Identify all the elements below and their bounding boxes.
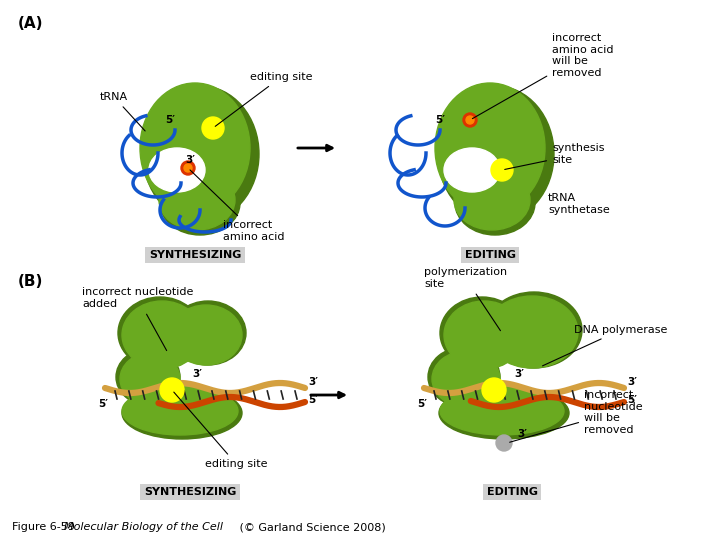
Ellipse shape — [440, 297, 524, 369]
Ellipse shape — [149, 148, 205, 192]
Ellipse shape — [122, 387, 238, 435]
Ellipse shape — [482, 378, 506, 402]
Ellipse shape — [491, 159, 513, 181]
Ellipse shape — [454, 170, 530, 230]
Text: 5′: 5′ — [417, 399, 427, 409]
Ellipse shape — [435, 83, 545, 213]
Ellipse shape — [170, 301, 246, 365]
Text: 5′: 5′ — [435, 115, 445, 125]
Ellipse shape — [439, 387, 569, 439]
Text: 3′: 3′ — [514, 369, 524, 379]
Ellipse shape — [428, 347, 500, 407]
Text: 3′: 3′ — [517, 429, 527, 439]
Text: (B): (B) — [18, 274, 43, 289]
Text: 5′: 5′ — [165, 115, 175, 125]
Text: synthesis
site: synthesis site — [505, 144, 605, 170]
Text: incorrect
amino acid
will be
removed: incorrect amino acid will be removed — [472, 33, 613, 119]
Ellipse shape — [122, 387, 242, 439]
Text: DNA polymerase: DNA polymerase — [543, 325, 667, 366]
Text: 5′: 5′ — [308, 395, 318, 405]
Ellipse shape — [181, 161, 195, 175]
Ellipse shape — [444, 148, 500, 192]
Ellipse shape — [496, 435, 512, 451]
Ellipse shape — [120, 353, 180, 405]
Ellipse shape — [486, 296, 578, 368]
Ellipse shape — [463, 113, 477, 127]
Text: 3′: 3′ — [627, 377, 637, 387]
Text: Molecular Biology of the Cell: Molecular Biology of the Cell — [64, 522, 223, 532]
Text: 3′: 3′ — [192, 369, 202, 379]
Ellipse shape — [170, 305, 242, 365]
Text: incorrect nucleotide
added: incorrect nucleotide added — [82, 287, 194, 350]
Text: 5′: 5′ — [98, 399, 108, 409]
Ellipse shape — [143, 86, 259, 222]
Text: (© Garland Science 2008): (© Garland Science 2008) — [236, 522, 386, 532]
Text: SYNTHESIZING: SYNTHESIZING — [149, 250, 241, 260]
Ellipse shape — [444, 301, 524, 369]
Text: editing site: editing site — [215, 72, 312, 126]
Text: Figure 6-59: Figure 6-59 — [12, 522, 82, 532]
Text: tRNA
synthetase: tRNA synthetase — [548, 193, 610, 215]
Ellipse shape — [455, 171, 535, 235]
Ellipse shape — [160, 171, 240, 235]
Text: incorrect
amino acid: incorrect amino acid — [190, 170, 284, 242]
Ellipse shape — [432, 351, 500, 407]
Text: 5′: 5′ — [627, 395, 637, 405]
Ellipse shape — [116, 349, 180, 405]
Ellipse shape — [184, 164, 192, 172]
Text: polymerization
site: polymerization site — [424, 267, 507, 330]
Text: tRNA: tRNA — [100, 92, 145, 131]
Text: 3′: 3′ — [308, 377, 318, 387]
Text: incorrect
nucleotide
will be
removed: incorrect nucleotide will be removed — [510, 390, 643, 442]
Text: EDITING: EDITING — [487, 487, 538, 497]
Text: (A): (A) — [18, 16, 43, 31]
Ellipse shape — [202, 117, 224, 139]
Ellipse shape — [486, 292, 582, 368]
Ellipse shape — [160, 378, 184, 402]
Ellipse shape — [122, 301, 202, 369]
Text: EDITING: EDITING — [464, 250, 516, 260]
Text: SYNTHESIZING: SYNTHESIZING — [144, 487, 236, 497]
Text: editing site: editing site — [174, 392, 268, 469]
Ellipse shape — [440, 387, 564, 435]
Ellipse shape — [466, 116, 474, 124]
Ellipse shape — [140, 83, 250, 213]
Ellipse shape — [159, 170, 235, 230]
Ellipse shape — [438, 86, 554, 222]
Ellipse shape — [118, 297, 202, 369]
Text: 3′: 3′ — [185, 155, 195, 165]
